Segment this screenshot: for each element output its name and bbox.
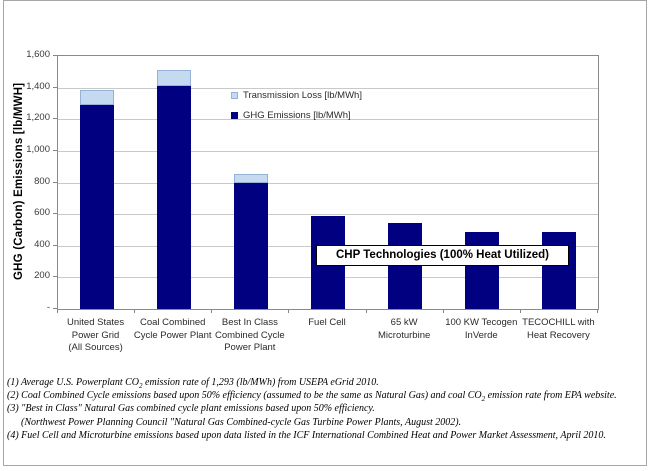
bar-transmission-loss: [79, 89, 114, 105]
x-category-label: Coal Combined Cycle Power Plant: [133, 317, 212, 341]
y-tick-mark: [53, 181, 57, 183]
legend-label-ghg-emissions: GHG Emissions [lb/MWh]: [243, 110, 351, 121]
y-tick-label: 1,000: [26, 143, 50, 155]
y-tick-label: 800: [34, 175, 50, 187]
y-tick-label: 1,400: [26, 80, 50, 92]
y-tick-mark: [53, 55, 57, 56]
y-tick-mark: [53, 213, 57, 215]
gridline: [58, 87, 598, 89]
x-tick-mark: [288, 309, 289, 313]
x-category-label: Best In Class Combined Cycle Power Plant: [214, 317, 285, 353]
y-tick-label: 1,600: [26, 49, 50, 60]
footnote-line: (Northwest Power Planning Council "Natur…: [21, 416, 462, 428]
x-tick-mark: [366, 309, 367, 313]
y-tick-mark: [53, 86, 57, 88]
bar-ghg-emissions: [156, 86, 191, 309]
x-tick-mark: [520, 309, 521, 313]
x-category-label: TECOCHILL with Heat Recovery: [522, 317, 595, 341]
transmission-loss-swatch-icon: [231, 92, 238, 99]
chp-technologies-callout: CHP Technologies (100% Heat Utilized): [316, 245, 569, 266]
bar-ghg-emissions: [465, 231, 500, 309]
x-category-label: Fuel Cell: [308, 317, 346, 328]
x-tick-mark: [597, 309, 598, 313]
x-tick-mark: [443, 309, 444, 313]
footnote-line: (1) Average U.S. Powerplant CO2 emission…: [7, 377, 379, 390]
x-category-label: 100 KW Tecogen InVerde: [445, 317, 518, 341]
x-tick-mark: [57, 309, 58, 313]
y-tick-label: 400: [34, 238, 50, 250]
x-tick-mark: [134, 309, 135, 313]
gridline: [58, 119, 598, 121]
gridline: [58, 150, 598, 152]
footnote-line: (4) Fuel Cell and Microturbine emissions…: [7, 429, 606, 441]
y-tick-label: 600: [34, 207, 50, 219]
y-tick-label: -: [46, 302, 50, 313]
y-tick-mark: [53, 308, 57, 309]
footnote-line: (3) "Best in Class" Natural Gas combined…: [7, 403, 375, 415]
bar-transmission-loss: [233, 173, 268, 184]
ghg-emissions-swatch-icon: [231, 112, 238, 119]
footnote-line: (2) Coal Combined Cycle emissions based …: [7, 390, 617, 404]
legend-item-ghg-emissions: GHG Emissions [lb/MWh]: [231, 109, 362, 122]
x-tick-mark: [211, 309, 212, 313]
bar-transmission-loss: [156, 70, 191, 87]
y-tick-mark: [53, 276, 57, 278]
bar-ghg-emissions: [542, 232, 577, 309]
y-tick-mark: [53, 149, 57, 151]
gridline: [58, 182, 598, 184]
y-tick-label: 200: [34, 270, 50, 282]
y-tick-label: 1,200: [26, 112, 50, 124]
plot-area: Transmission Loss [lb/MWh] GHG Emissions…: [57, 55, 599, 310]
legend: Transmission Loss [lb/MWh] GHG Emissions…: [231, 89, 362, 129]
x-category-label: United States Power Grid (All Sources): [67, 317, 125, 353]
bar-ghg-emissions: [233, 183, 268, 309]
y-tick-mark: [53, 118, 57, 120]
legend-item-transmission-loss: Transmission Loss [lb/MWh]: [231, 89, 362, 102]
bar-ghg-emissions: [79, 104, 114, 309]
gridline: [58, 214, 598, 216]
footnotes: (1) Average U.S. Powerplant CO2 emission…: [7, 376, 643, 442]
x-category-label: 65 kW Microturbine: [378, 317, 431, 341]
y-tick-mark: [53, 244, 57, 246]
legend-label-transmission-loss: Transmission Loss [lb/MWh]: [243, 90, 362, 101]
